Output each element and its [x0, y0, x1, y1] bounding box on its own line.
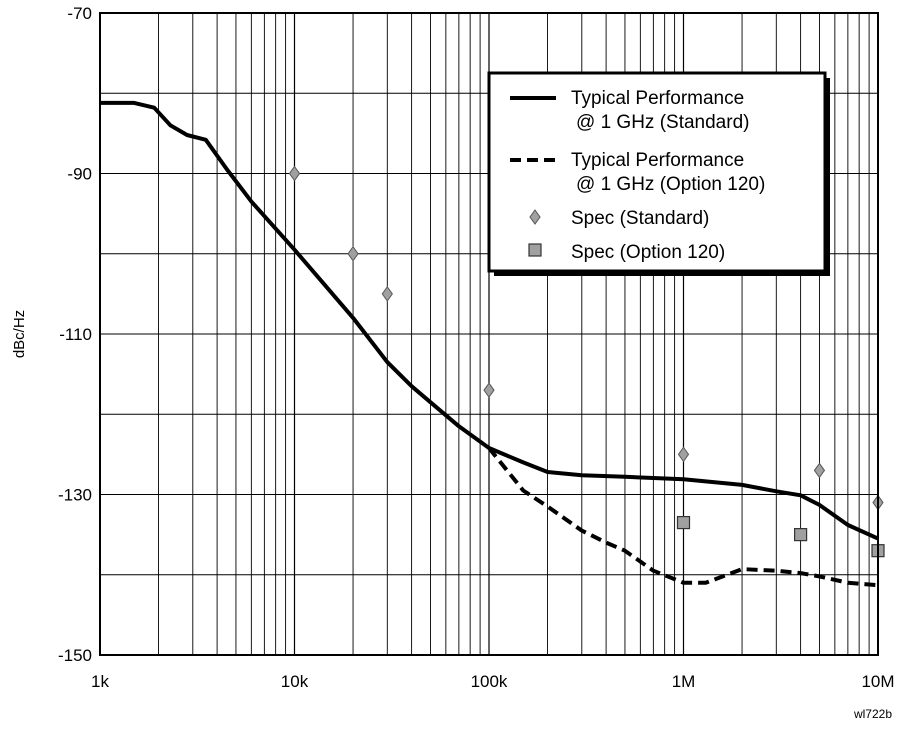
- x-tick-label: 10k: [281, 672, 309, 691]
- spec-standard-marker: [347, 245, 359, 262]
- spec-standard-marker: [381, 286, 393, 302]
- x-tick-label: 1M: [672, 672, 696, 691]
- spec-standard-marker: [677, 446, 690, 463]
- legend-label: @ 1 GHz (Standard): [576, 112, 749, 133]
- y-tick-label: -90: [67, 165, 92, 184]
- y-tick-label: -110: [59, 325, 92, 344]
- plot-frame: [99, 12, 879, 656]
- x-tick-label: 100k: [471, 672, 508, 691]
- legend-label: Typical Performance: [571, 88, 744, 109]
- spec-standard-marker: [288, 165, 301, 182]
- spec-option120-marker: [528, 243, 542, 257]
- figure-id-label: wl722b: [853, 707, 892, 721]
- spec-option120-marker: [794, 528, 808, 542]
- legend-label: @ 1 GHz (Option 120): [576, 174, 765, 195]
- x-tick-label: 1k: [91, 672, 109, 691]
- y-tick-label: -130: [58, 486, 92, 505]
- spec-standard-marker: [483, 382, 495, 399]
- y-tick-label: -150: [58, 646, 92, 665]
- legend-label: Typical Performance: [571, 150, 744, 171]
- grid: [99, 13, 878, 655]
- y-axis-ticks: -70 -90 -110 -130 -150: [58, 4, 92, 665]
- x-tick-label: 10M: [861, 672, 894, 691]
- series-layer: [100, 100, 879, 588]
- standard-typical-line: [100, 100, 879, 541]
- legend-box: [487, 71, 827, 273]
- x-axis-ticks: 1k 10k 100k 1M 10M: [91, 672, 895, 691]
- option120-typical-line: [487, 446, 879, 588]
- spec-standard-marker: [529, 209, 541, 225]
- y-axis-label: dBc/Hz: [11, 310, 28, 358]
- legend-label: Spec (Option 120): [571, 242, 725, 263]
- legend-label: Spec (Standard): [571, 208, 709, 229]
- legend: Typical Performance @ 1 GHz (Standard) Typ…: [487, 71, 830, 276]
- spec-standard-marker: [813, 462, 826, 479]
- spec-option120-marker: [676, 515, 691, 530]
- y-tick-label: -70: [67, 4, 92, 23]
